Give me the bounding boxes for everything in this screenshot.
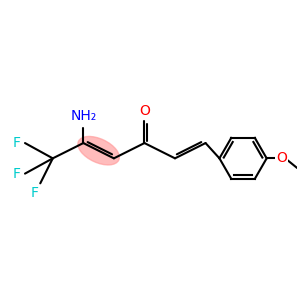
Text: F: F [31, 186, 39, 200]
Text: O: O [139, 104, 150, 118]
Text: F: F [13, 136, 21, 150]
Text: F: F [13, 167, 21, 181]
Ellipse shape [78, 136, 119, 165]
Text: O: O [277, 151, 287, 165]
Text: NH₂: NH₂ [70, 109, 97, 123]
